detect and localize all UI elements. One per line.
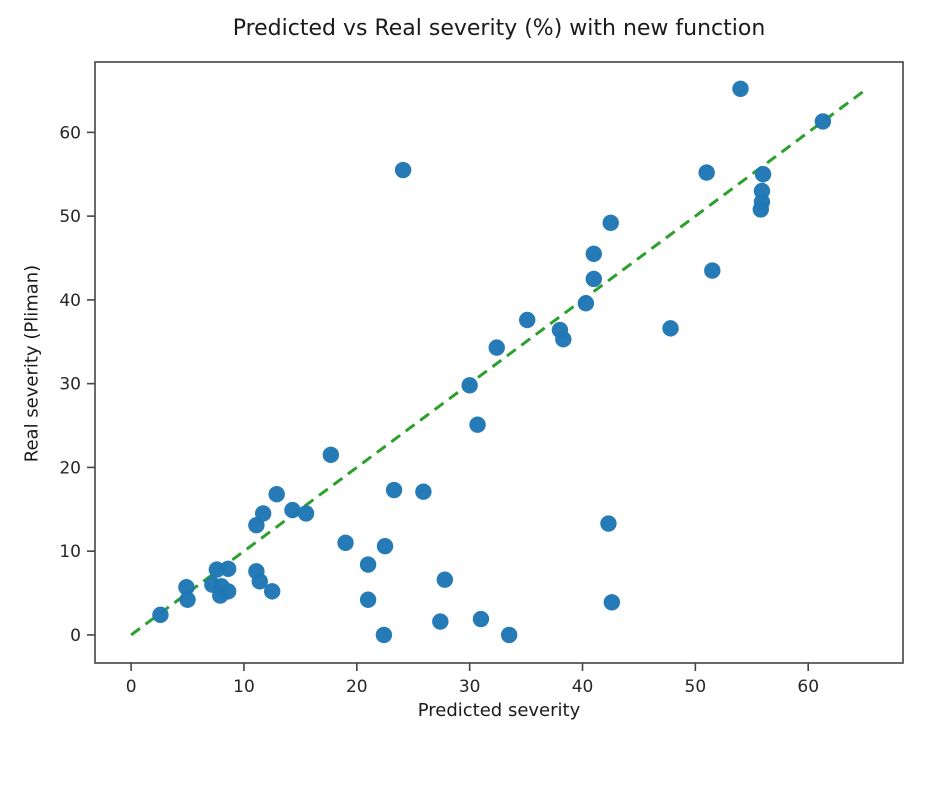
data-point xyxy=(577,295,595,312)
data-point xyxy=(337,534,354,551)
data-point xyxy=(500,626,518,644)
x-tick-label: 50 xyxy=(685,677,707,697)
data-point xyxy=(753,182,771,200)
y-tick-label: 60 xyxy=(59,123,81,143)
y-tick-label: 40 xyxy=(59,291,81,311)
y-tick-label: 0 xyxy=(70,626,81,646)
data-point xyxy=(415,483,432,500)
data-point xyxy=(600,515,617,532)
identity-line xyxy=(130,89,866,637)
x-tick-label: 40 xyxy=(572,677,594,697)
data-point xyxy=(254,505,272,522)
data-point xyxy=(555,331,572,348)
data-point xyxy=(178,578,195,596)
data-point xyxy=(322,446,340,464)
data-point xyxy=(268,486,285,503)
data-point xyxy=(472,610,490,628)
data-point xyxy=(394,161,412,179)
data-point xyxy=(461,377,478,394)
data-point xyxy=(436,571,454,588)
data-point xyxy=(219,583,237,600)
data-point xyxy=(179,591,196,608)
data-point xyxy=(385,481,403,499)
data-point xyxy=(585,245,602,263)
x-axis-label: Predicted severity xyxy=(417,700,581,721)
data-point xyxy=(754,166,772,183)
x-tick-label: 20 xyxy=(346,677,368,697)
data-point xyxy=(263,583,281,600)
data-point xyxy=(585,270,602,288)
x-tick-label: 60 xyxy=(797,677,819,697)
data-point xyxy=(488,339,505,356)
data-point xyxy=(662,320,679,337)
chart-title: Predicted vs Real severity (%) with new … xyxy=(232,16,766,41)
data-point xyxy=(602,214,619,232)
x-tick-label: 0 xyxy=(126,677,137,697)
y-axis-label: Real severity (Pliman) xyxy=(21,264,43,463)
data-point xyxy=(251,573,268,590)
y-tick-label: 10 xyxy=(59,542,81,562)
x-tick-label: 10 xyxy=(233,677,255,697)
data-point xyxy=(814,113,832,130)
data-point xyxy=(469,416,486,433)
data-point xyxy=(152,606,169,624)
data-point xyxy=(375,626,393,644)
data-point xyxy=(698,164,715,181)
data-point xyxy=(297,505,315,522)
data-point xyxy=(732,80,749,98)
data-point xyxy=(359,591,377,608)
data-point xyxy=(603,594,621,611)
axes-frame xyxy=(94,61,904,664)
data-point xyxy=(704,262,721,279)
x-tick-label: 30 xyxy=(459,677,481,697)
y-tick-label: 50 xyxy=(59,207,81,227)
data-point xyxy=(219,560,237,577)
data-point xyxy=(376,537,394,555)
y-tick-label: 20 xyxy=(59,458,81,478)
y-tick-label: 30 xyxy=(59,375,81,395)
data-point xyxy=(359,556,377,573)
data-point xyxy=(284,501,301,519)
data-point xyxy=(432,613,449,630)
data-point xyxy=(519,311,536,329)
